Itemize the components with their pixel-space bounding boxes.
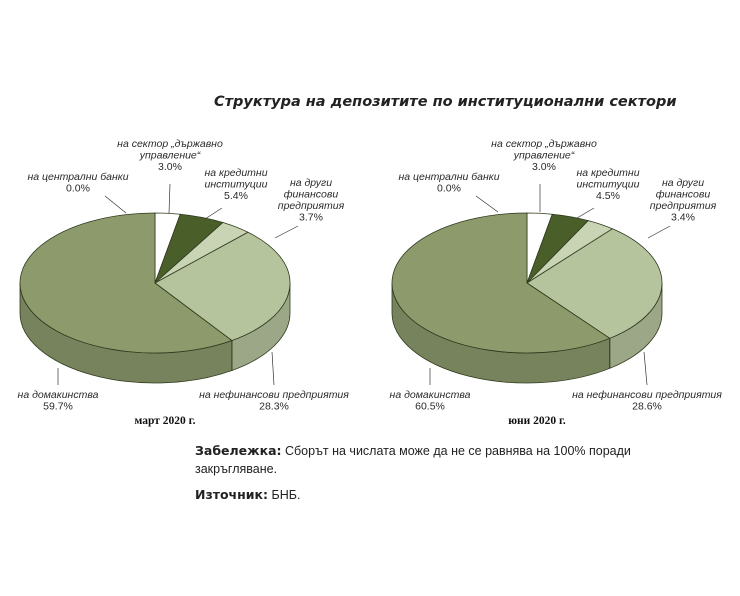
note-text: Сборът на числата може да не се равнява … xyxy=(195,444,631,476)
slice-label-line: институции xyxy=(205,179,268,191)
leader-line-credit_institutions xyxy=(576,207,595,219)
slice-label-central_banks: на централни банки xyxy=(398,171,499,183)
slice-label-households: на домакинства xyxy=(390,389,471,401)
slice-value-government: 3.0% xyxy=(532,161,556,173)
leader-line-non_financial xyxy=(643,351,648,386)
leader-line-other_financial xyxy=(647,225,671,239)
slice-non_financial xyxy=(154,231,291,341)
slice-label-credit_institutions: на кредитни институции xyxy=(204,167,267,191)
slice-label-line: предприятия xyxy=(650,200,717,212)
slice-households xyxy=(391,212,611,354)
source-text: БНБ. xyxy=(271,488,301,502)
slice-label-line: управление“ xyxy=(139,150,201,162)
source-label: Източник: xyxy=(195,487,269,502)
slice-value-central_banks: 0.0% xyxy=(66,183,90,195)
slice-label-line: на нефинансови предприятия xyxy=(572,389,722,401)
slice-label-line: на сектор „държавно xyxy=(491,138,597,150)
slice-value-credit_institutions: 5.4% xyxy=(224,190,248,202)
slice-label-other_financial: на други финансови предприятия xyxy=(278,177,345,212)
slice-label-government: на сектор „държавно управление“ xyxy=(117,138,223,162)
slice-label-central_banks: на централни банки xyxy=(27,171,128,183)
leader-line-central_banks xyxy=(104,195,127,214)
slice-label-line: финансови xyxy=(284,189,339,201)
slice-label-line: на домакинства xyxy=(390,389,471,401)
leader-line-non_financial xyxy=(271,351,275,386)
slice-label-other_financial: на други финансови предприятия xyxy=(650,177,717,212)
slice-label-line: на централни банки xyxy=(398,171,499,183)
slice-label-line: на домакинства xyxy=(18,389,99,401)
slice-label-line: на кредитни xyxy=(576,167,639,179)
slice-value-other_financial: 3.7% xyxy=(299,212,323,224)
slice-non_financial xyxy=(526,228,663,339)
slice-label-line: на нефинансови предприятия xyxy=(199,389,349,401)
slice-value-households: 60.5% xyxy=(415,401,445,413)
note-label: Забележка: xyxy=(195,443,282,458)
slice-value-other_financial: 3.4% xyxy=(671,212,695,224)
leader-line-central_banks xyxy=(475,195,499,213)
slice-label-government: на сектор „държавно управление“ xyxy=(491,138,597,162)
slice-value-households: 59.7% xyxy=(43,401,73,413)
slice-value-government: 3.0% xyxy=(158,161,182,173)
slice-label-credit_institutions: на кредитни институции xyxy=(576,167,639,191)
slice-value-credit_institutions: 4.5% xyxy=(596,190,620,202)
chart-title: Структура на депозитите по институционал… xyxy=(214,94,677,110)
source: Източник: БНБ. xyxy=(195,487,300,502)
slice-label-line: на централни банки xyxy=(27,171,128,183)
slice-label-line: на други xyxy=(662,177,704,189)
slice-label-line: на сектор „държавно xyxy=(117,138,223,150)
slice-label-line: управление“ xyxy=(513,150,575,162)
slice-label-households: на домакинства xyxy=(18,389,99,401)
slice-label-non_financial: на нефинансови предприятия xyxy=(572,389,722,401)
slice-label-non_financial: на нефинансови предприятия xyxy=(199,389,349,401)
note: Забележка: Сборът на числата може да не … xyxy=(195,442,715,478)
leader-line-credit_institutions xyxy=(204,207,223,220)
slice-label-line: предприятия xyxy=(278,200,345,212)
slice-households xyxy=(19,212,233,354)
period-label: юни 2020 г. xyxy=(508,415,566,427)
slice-label-line: финансови xyxy=(656,189,711,201)
slice-label-line: институции xyxy=(577,179,640,191)
period-label: март 2020 г. xyxy=(135,415,196,427)
leader-line-other_financial xyxy=(274,225,299,239)
slice-value-non_financial: 28.3% xyxy=(259,401,289,413)
slice-label-line: на други xyxy=(290,177,332,189)
leader-line-government xyxy=(168,183,171,214)
slice-label-line: на кредитни xyxy=(204,167,267,179)
slice-value-central_banks: 0.0% xyxy=(437,183,461,195)
slice-value-non_financial: 28.6% xyxy=(632,401,662,413)
